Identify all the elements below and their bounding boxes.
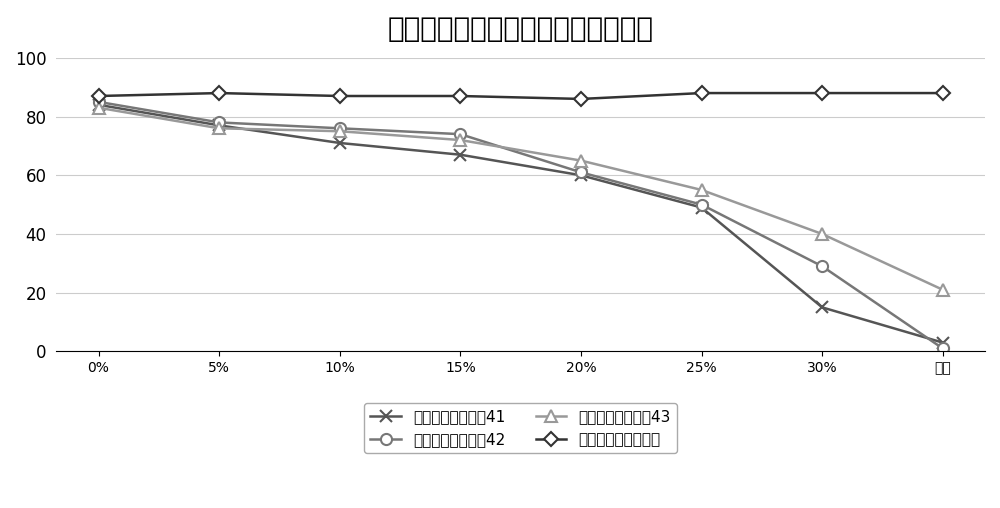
Title: 氯化钓污染浆中润滑系数降低率对比: 氯化钓污染浆中润滑系数降低率对比 [388, 15, 654, 43]
Legend: 市售低荧光润滑剩41, 市售低荧光润滑剩42, 市售低荧光润滑剩43, 本发明低荧光润滑剩: 市售低荧光润滑剩41, 市售低荧光润滑剩42, 市售低荧光润滑剩43, 本发明低… [364, 403, 677, 453]
